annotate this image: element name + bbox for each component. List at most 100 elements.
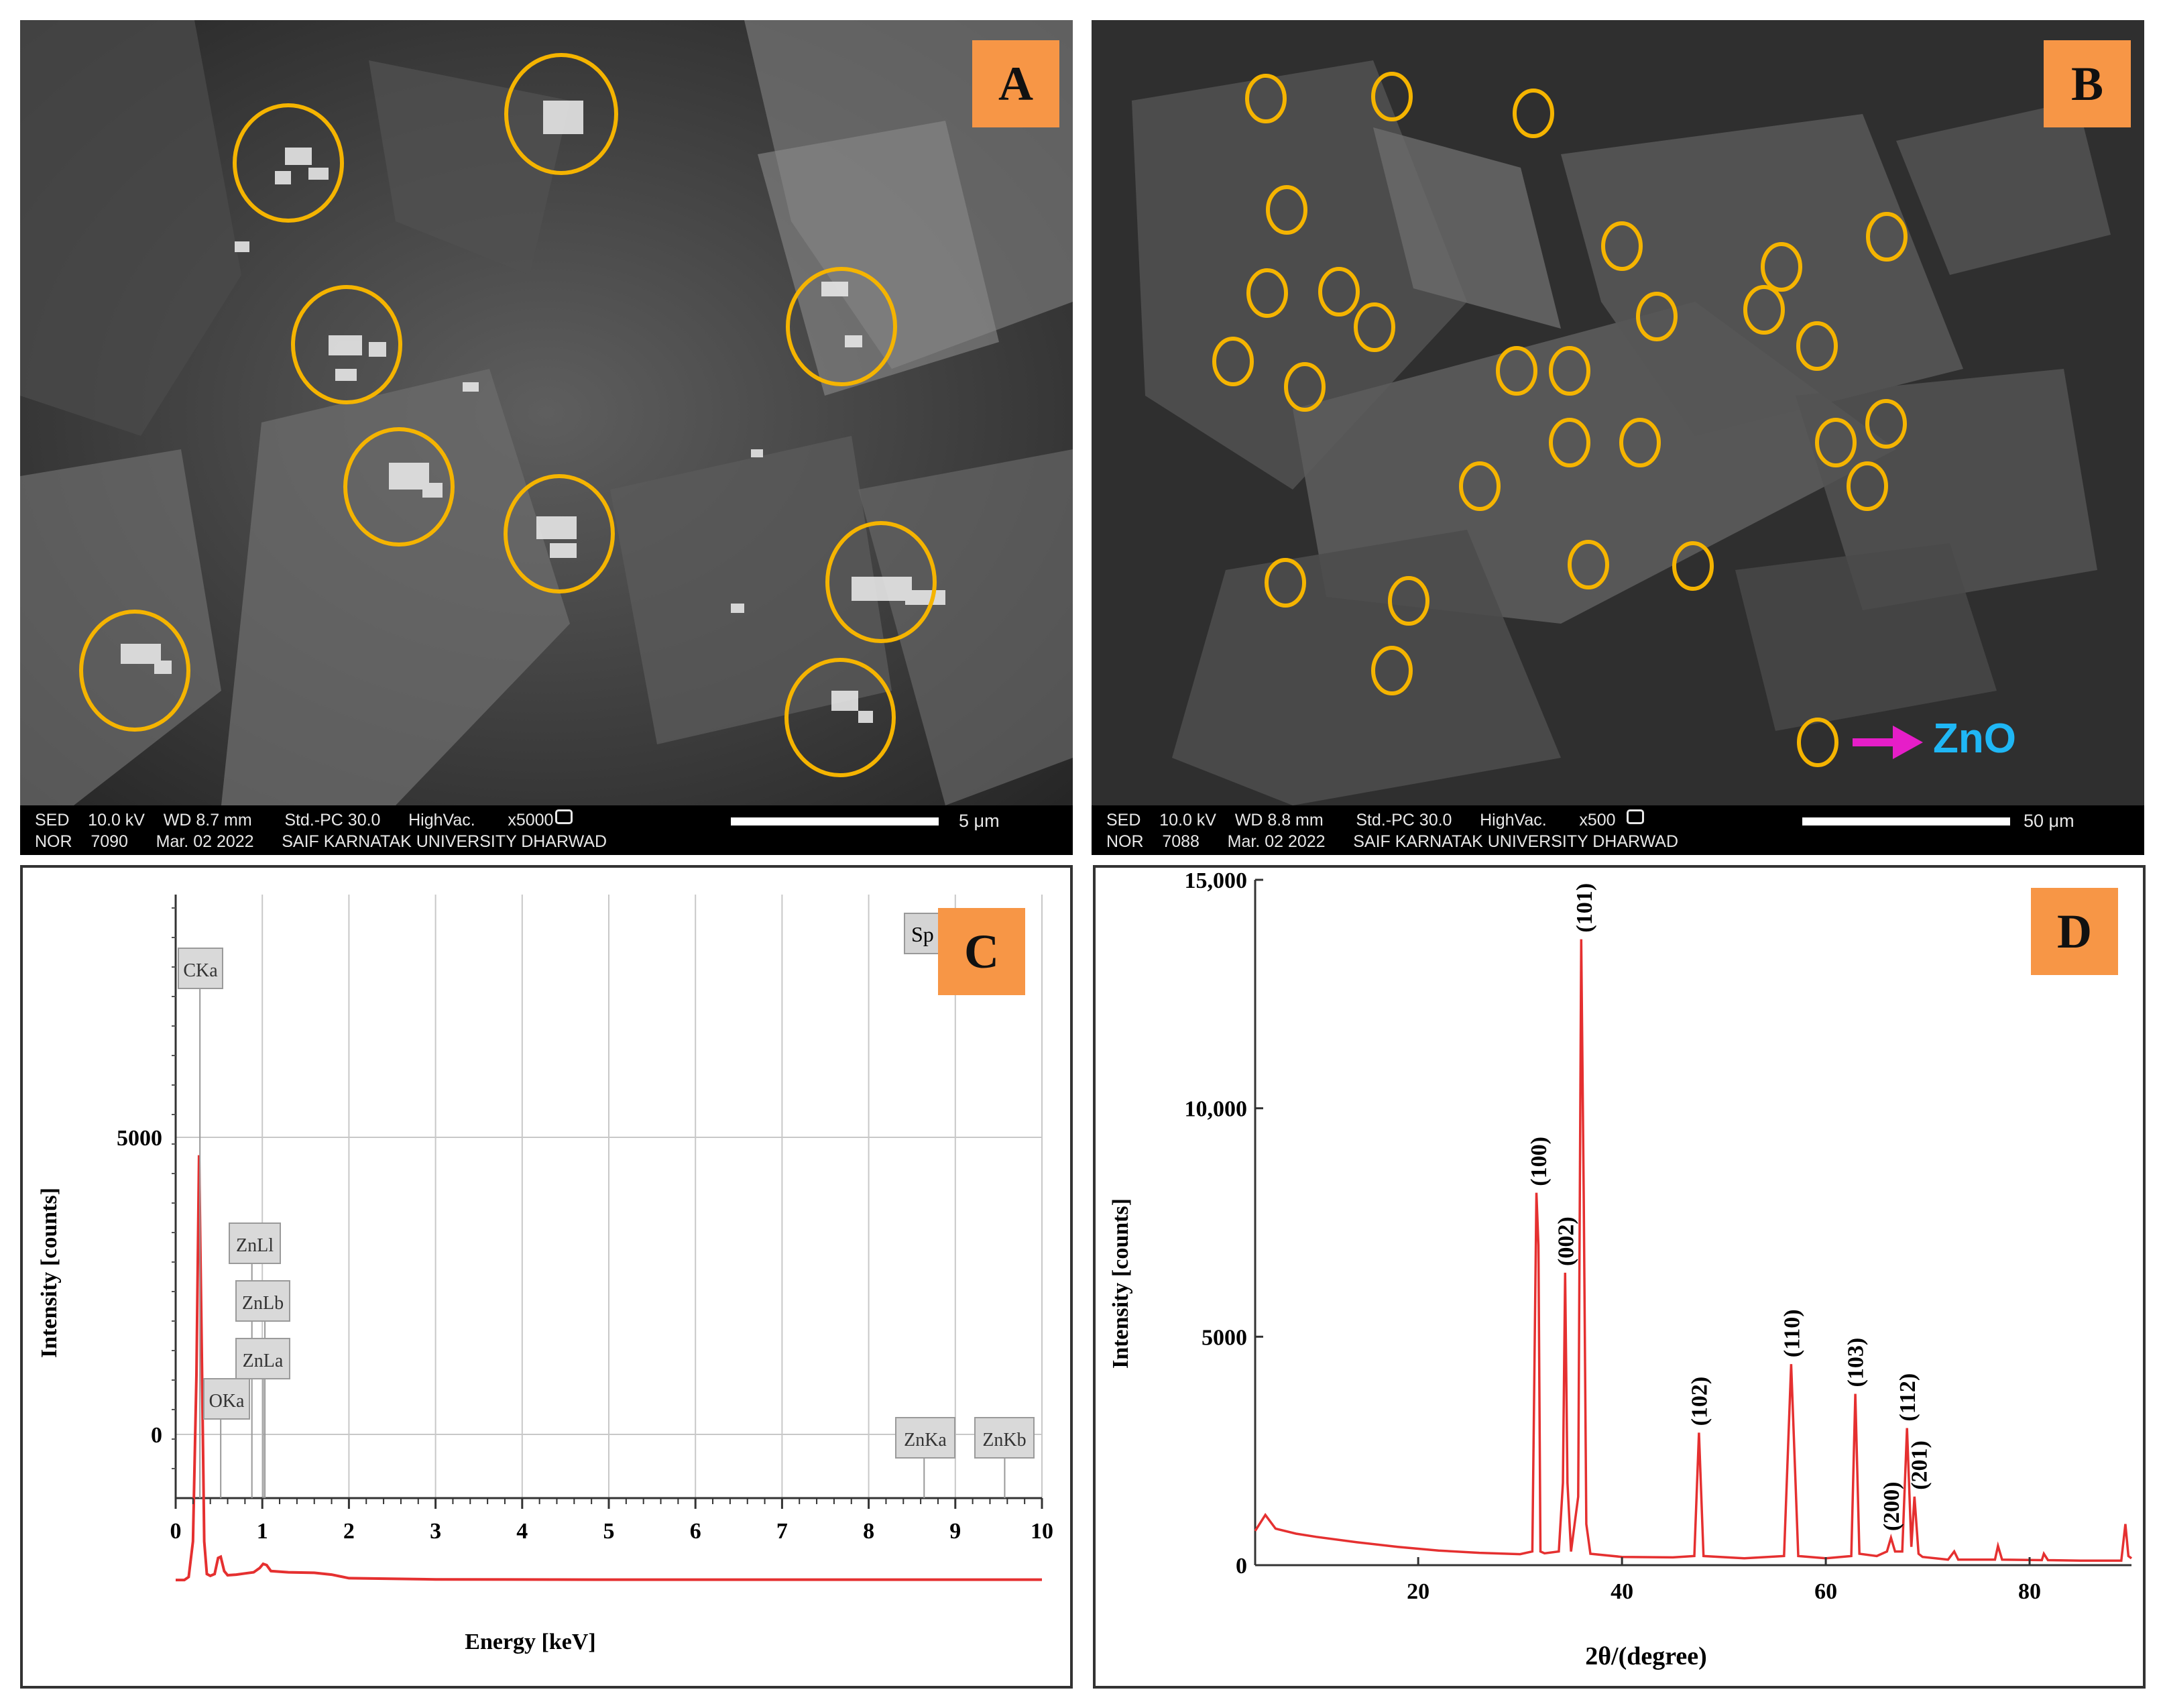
particle-circle	[1761, 242, 1802, 292]
panel-letter-d: D	[2031, 888, 2118, 975]
scale-label-b: 50 μm	[2024, 811, 2074, 831]
particle-circle	[1796, 321, 1838, 371]
particle-circle	[1865, 399, 1907, 449]
peak-label: (201)	[1907, 1440, 1932, 1490]
peak-label: CKa	[178, 948, 223, 1498]
particle-circle	[343, 427, 455, 547]
particle-circle	[1496, 346, 1537, 396]
peak-label: (110)	[1779, 1309, 1804, 1357]
peak-label-text: OKa	[209, 1391, 245, 1412]
x-tick-label: 1	[257, 1519, 268, 1544]
y-tick-label: 0	[151, 1423, 162, 1448]
particle-circle	[784, 658, 896, 777]
particle-circle	[1815, 418, 1857, 467]
peak-label-box	[235, 1280, 290, 1322]
camera-icon	[1627, 809, 1644, 824]
particle-circle	[1743, 285, 1785, 335]
particle-circle	[1245, 74, 1287, 123]
peak-label: (112)	[1895, 1373, 1920, 1422]
peak-label-text: ZnLa	[243, 1351, 284, 1371]
sem-panel-b: ZnO B SED 10.0 kV WD 8.8 mm Std.-PC 30.0…	[1092, 20, 2144, 855]
particle-circle	[1354, 302, 1395, 352]
y-tick-label: 5000	[117, 1126, 162, 1151]
x-tick-label: 80	[2018, 1579, 2041, 1604]
particle-circle	[825, 521, 937, 643]
particle-circle	[1388, 576, 1429, 626]
particle-circle	[291, 285, 402, 404]
particle-circle	[1318, 267, 1360, 317]
peak-label-box	[235, 1338, 290, 1379]
particle-circle	[1246, 268, 1288, 318]
sem-info-line2-a: NOR 7090 Mar. 02 2022 SAIF KARNATAK UNIV…	[35, 832, 607, 851]
x-tick-label: 7	[776, 1519, 788, 1544]
peak-label: (103)	[1844, 1338, 1869, 1387]
peak-label: (102)	[1688, 1377, 1712, 1426]
sem-image-b	[1092, 20, 2144, 805]
xrd-pattern-line	[1254, 939, 2133, 1562]
sem-info-bar-b: SED 10.0 kV WD 8.8 mm Std.-PC 30.0 HighV…	[1092, 805, 2144, 855]
particle-circle	[1866, 212, 1908, 262]
panel-letter-c: C	[938, 908, 1025, 995]
x-tick-label: 5	[603, 1519, 615, 1544]
eds-spectrum-panel: 0 1 2 3 4 5 6 7 8 9 10 0 5000 CKa OKa ZnLl ZnLb ZnLa ZnKa…	[20, 865, 1073, 1689]
particle-circle	[1284, 362, 1326, 412]
sem-panel-a: A SED 10.0 kV WD 8.7 mm Std.-PC 30.0 Hig…	[20, 20, 1073, 855]
peak-label-box	[895, 1417, 955, 1459]
legend-stub-text: Sp	[911, 922, 934, 946]
eds-spectrum-chart: 0 1 2 3 4 5 6 7 8 9 10 0 5000 CKa OKa ZnLl ZnLb ZnLa ZnKa…	[37, 895, 1053, 1654]
peak-label: (002)	[1554, 1216, 1578, 1266]
x-tick-label: 9	[949, 1519, 961, 1544]
y-tick-label: 15,000	[1185, 868, 1248, 893]
peak-label: (101)	[1572, 883, 1597, 933]
xrd-pattern-panel: 20 40 60 80 0 5000 10,000 15,000 (100) (002) (101…	[1093, 865, 2146, 1689]
camera-icon	[555, 809, 573, 824]
eds-spectrum-line	[176, 1155, 1042, 1582]
particle-circle	[1672, 541, 1714, 591]
particle-circle	[79, 610, 190, 732]
peak-label-text: ZnLl	[236, 1235, 274, 1256]
peak-label-text: ZnKb	[982, 1430, 1026, 1450]
peak-label-box	[203, 1378, 250, 1420]
x-axis-label: 2θ/(degree)	[1585, 1642, 1707, 1670]
particle-circle	[1371, 646, 1413, 695]
x-tick-label: 8	[863, 1519, 874, 1544]
xrd-pattern-chart: 20 40 60 80 0 5000 10,000 15,000 (100) (002) (101…	[1108, 868, 2133, 1670]
particle-circle	[1371, 72, 1413, 121]
y-tick-label: 10,000	[1185, 1097, 1248, 1122]
x-tick-label: 0	[170, 1519, 182, 1544]
x-tick-label: 4	[516, 1519, 528, 1544]
particle-circle	[504, 474, 615, 593]
peak-label: (100)	[1527, 1137, 1552, 1186]
sem-info-line1-a: SED 10.0 kV WD 8.7 mm Std.-PC 30.0 HighV…	[35, 811, 554, 830]
x-tick-label: 6	[690, 1519, 701, 1544]
peak-label: (200)	[1879, 1481, 1904, 1531]
sem-image-a	[20, 20, 1073, 805]
peak-label: ZnKa	[895, 1417, 955, 1498]
particle-circle	[1847, 461, 1888, 511]
scale-bar-b	[1802, 817, 2010, 825]
x-tick-label: 40	[1611, 1579, 1633, 1604]
particle-circle	[1568, 540, 1609, 589]
x-tick-label: 20	[1407, 1579, 1429, 1604]
peak-label: ZnLa	[235, 1338, 290, 1498]
scale-label-a: 5 μm	[959, 811, 1000, 831]
peak-label-text: ZnKa	[904, 1430, 947, 1450]
particle-circle	[1459, 461, 1501, 511]
y-axis-label: Intensity [counts]	[37, 1188, 62, 1358]
x-tick-label: 60	[1814, 1579, 1837, 1604]
particle-circle	[786, 267, 897, 386]
x-tick-label: 10	[1031, 1519, 1053, 1544]
y-axis-label: Intensity [counts]	[1108, 1198, 1133, 1369]
particle-circle	[1619, 418, 1661, 467]
x-axis-label: Energy [keV]	[465, 1630, 595, 1654]
x-tick-label: 3	[430, 1519, 441, 1544]
particle-circle	[1549, 418, 1590, 467]
peak-label-text: CKa	[183, 960, 218, 981]
peak-label: ZnLb	[235, 1280, 290, 1498]
y-tick-label: 5000	[1202, 1325, 1247, 1350]
panel-letter-a: A	[972, 40, 1059, 127]
peak-label: ZnKb	[974, 1417, 1035, 1498]
particle-circle	[1636, 292, 1678, 341]
scale-bar-a	[731, 817, 939, 825]
sem-info-line1-b: SED 10.0 kV WD 8.8 mm Std.-PC 30.0 HighV…	[1106, 811, 1616, 830]
